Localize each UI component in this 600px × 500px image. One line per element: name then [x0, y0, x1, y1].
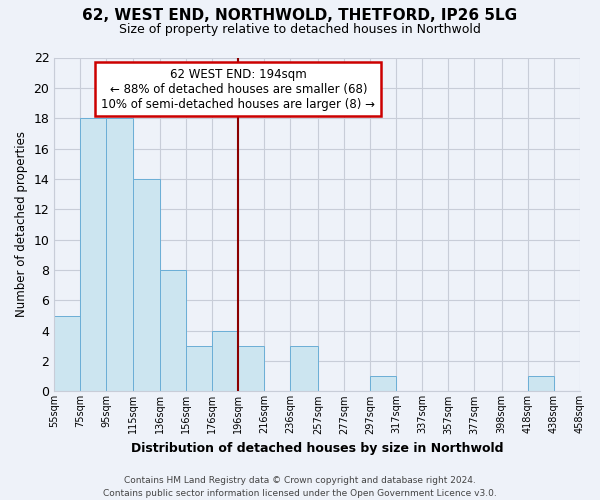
Bar [186, 346, 212, 392]
Bar [238, 346, 265, 392]
Bar [212, 330, 238, 392]
Bar [133, 179, 160, 392]
Bar [290, 346, 318, 392]
Bar [54, 316, 80, 392]
Bar [370, 376, 396, 392]
Bar [106, 118, 133, 392]
Text: 62 WEST END: 194sqm
← 88% of detached houses are smaller (68)
10% of semi-detach: 62 WEST END: 194sqm ← 88% of detached ho… [101, 68, 375, 110]
Bar [80, 118, 106, 392]
Bar [160, 270, 186, 392]
Text: Size of property relative to detached houses in Northwold: Size of property relative to detached ho… [119, 22, 481, 36]
Text: 62, WEST END, NORTHWOLD, THETFORD, IP26 5LG: 62, WEST END, NORTHWOLD, THETFORD, IP26 … [82, 8, 518, 22]
Text: Contains HM Land Registry data © Crown copyright and database right 2024.
Contai: Contains HM Land Registry data © Crown c… [103, 476, 497, 498]
Bar [528, 376, 554, 392]
Y-axis label: Number of detached properties: Number of detached properties [15, 132, 28, 318]
X-axis label: Distribution of detached houses by size in Northwold: Distribution of detached houses by size … [131, 442, 503, 455]
